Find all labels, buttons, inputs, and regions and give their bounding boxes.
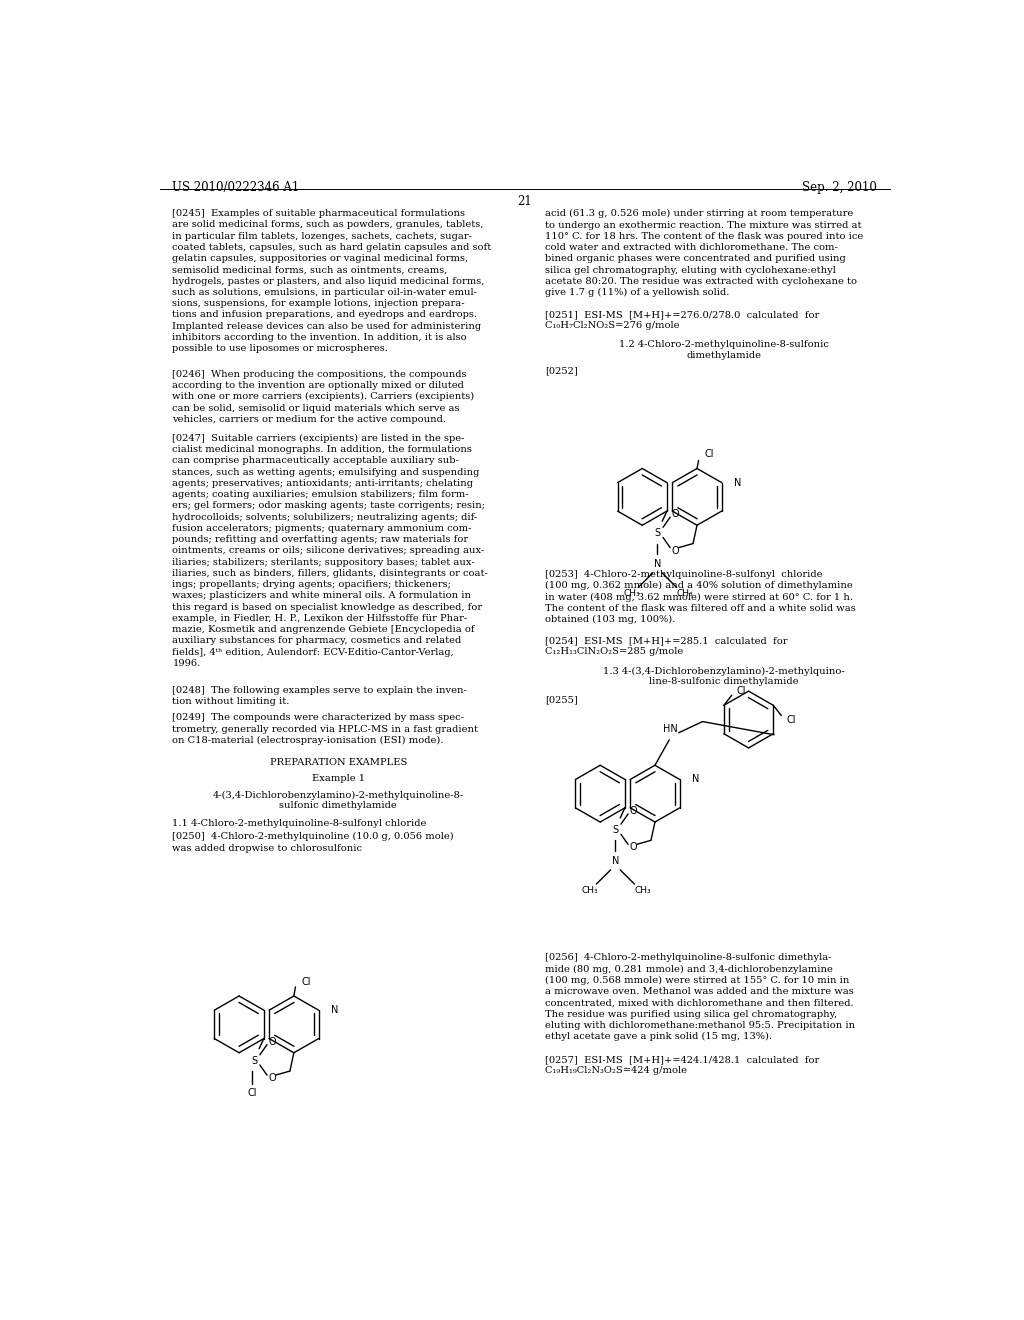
Text: 1.3 4-(3,4-Dichlorobenzylamino)-2-methylquino-
line-8-sulfonic dimethylamide: 1.3 4-(3,4-Dichlorobenzylamino)-2-methyl…	[603, 667, 845, 686]
Text: O: O	[672, 545, 680, 556]
Text: [0255]: [0255]	[546, 696, 579, 704]
Text: N: N	[653, 558, 662, 569]
Text: [0249]  The compounds were characterized by mass spec-
trometry, generally recor: [0249] The compounds were characterized …	[172, 713, 478, 744]
Text: N: N	[611, 855, 620, 866]
Text: N: N	[331, 1006, 338, 1015]
Text: Cl: Cl	[786, 714, 796, 725]
Text: 1.2 4-Chloro-2-methylquinoline-8-sulfonic
dimethylamide: 1.2 4-Chloro-2-methylquinoline-8-sulfoni…	[620, 341, 829, 360]
Text: O: O	[268, 1073, 276, 1084]
Text: [0248]  The following examples serve to explain the inven-
tion without limiting: [0248] The following examples serve to e…	[172, 686, 467, 706]
Text: US 2010/0222346 A1: US 2010/0222346 A1	[172, 181, 300, 194]
Text: Cl: Cl	[301, 977, 310, 987]
Text: [0251]  ESI-MS  [M+H]+=276.0/278.0  calculated  for
C₁₀H₇Cl₂NO₂S=276 g/mole: [0251] ESI-MS [M+H]+=276.0/278.0 calcula…	[546, 310, 819, 330]
Text: CH₃: CH₃	[582, 886, 598, 895]
Text: S: S	[612, 825, 618, 836]
Text: CH₃: CH₃	[624, 589, 640, 598]
Text: Example 1: Example 1	[311, 775, 365, 783]
Text: CH₃: CH₃	[635, 886, 651, 895]
Text: 21: 21	[517, 195, 532, 209]
Text: [0257]  ESI-MS  [M+H]+=424.1/428.1  calculated  for
C₁₉H₁₉Cl₂N₃O₂S=424 g/mole: [0257] ESI-MS [M+H]+=424.1/428.1 calcula…	[546, 1055, 819, 1074]
Text: O: O	[630, 807, 638, 816]
Text: [0256]  4-Chloro-2-methylquinoline-8-sulfonic dimethyla-
mide (80 mg, 0.281 mmol: [0256] 4-Chloro-2-methylquinoline-8-sulf…	[546, 953, 856, 1041]
Text: Cl: Cl	[736, 686, 746, 696]
Text: [0253]  4-Chloro-2-methylquinoline-8-sulfonyl  chloride
(100 mg, 0.362 mmole) an: [0253] 4-Chloro-2-methylquinoline-8-sulf…	[546, 570, 856, 624]
Text: Cl: Cl	[247, 1089, 257, 1098]
Text: O: O	[268, 1036, 276, 1047]
Text: Sep. 2, 2010: Sep. 2, 2010	[802, 181, 878, 194]
Text: O: O	[630, 842, 638, 853]
Text: S: S	[251, 1056, 257, 1067]
Text: [0254]  ESI-MS  [M+H]+=285.1  calculated  for
C₁₂H₁₃ClN₂O₂S=285 g/mole: [0254] ESI-MS [M+H]+=285.1 calculated fo…	[546, 636, 787, 656]
Text: N: N	[734, 478, 741, 487]
Text: 4-(3,4-Dichlorobenzylamino)-2-methylquinoline-8-
sulfonic dimethylamide: 4-(3,4-Dichlorobenzylamino)-2-methylquin…	[213, 791, 464, 810]
Text: Cl: Cl	[705, 449, 714, 459]
Text: O: O	[672, 510, 680, 519]
Text: [0246]  When producing the compositions, the compounds
according to the inventio: [0246] When producing the compositions, …	[172, 370, 475, 424]
Text: CH₃: CH₃	[677, 589, 693, 598]
Text: [0252]: [0252]	[546, 367, 579, 376]
Text: [0250]  4-Chloro-2-methylquinoline (10.0 g, 0.056 mole)
was added dropwise to ch: [0250] 4-Chloro-2-methylquinoline (10.0 …	[172, 833, 455, 853]
Text: [0245]  Examples of suitable pharmaceutical formulations
are solid medicinal for: [0245] Examples of suitable pharmaceutic…	[172, 210, 492, 354]
Text: PREPARATION EXAMPLES: PREPARATION EXAMPLES	[269, 758, 407, 767]
Text: [0247]  Suitable carriers (excipients) are listed in the spe-
cialist medicinal : [0247] Suitable carriers (excipients) ar…	[172, 434, 488, 668]
Text: N: N	[692, 775, 699, 784]
Text: 1.1 4-Chloro-2-methylquinoline-8-sulfonyl chloride: 1.1 4-Chloro-2-methylquinoline-8-sulfony…	[172, 820, 427, 828]
Text: S: S	[654, 528, 660, 539]
Text: acid (61.3 g, 0.526 mole) under stirring at room temperature
to undergo an exoth: acid (61.3 g, 0.526 mole) under stirring…	[546, 210, 863, 297]
Text: HN: HN	[663, 723, 678, 734]
